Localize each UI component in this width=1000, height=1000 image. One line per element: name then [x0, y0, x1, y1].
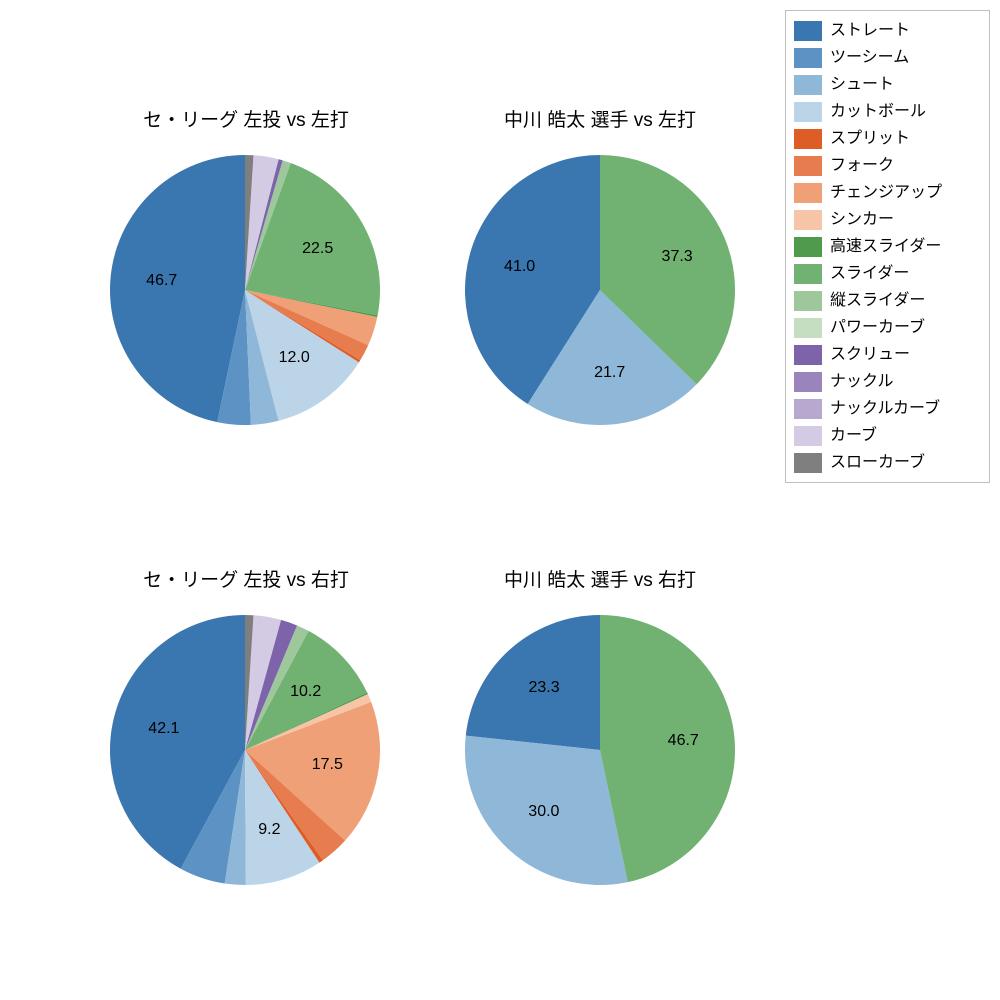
legend-item: スプリット: [794, 125, 981, 152]
legend-swatch: [794, 210, 822, 230]
pie-bottom-left: 42.1 9.2 17.5 10.2: [110, 615, 380, 885]
pie-top-left: 46.7 12.0 22.5: [110, 155, 380, 425]
legend-swatch: [794, 318, 822, 338]
chart-grid: 46.7 12.0 22.5 セ・リーグ 左投 vs 左打 41.0 21.7 37.3 中川…: [0, 0, 1000, 1000]
legend-item: ツーシーム: [794, 44, 981, 71]
legend-item: シンカー: [794, 206, 981, 233]
legend-swatch: [794, 156, 822, 176]
legend-item: 高速スライダー: [794, 233, 981, 260]
legend-label: ストレート: [830, 23, 910, 39]
legend-swatch: [794, 75, 822, 95]
legend-item: チェンジアップ: [794, 179, 981, 206]
legend-swatch: [794, 264, 822, 284]
pie-slice-label: 21.7: [594, 364, 625, 382]
pie-slice-label: 30.0: [528, 803, 559, 821]
legend-swatch: [794, 102, 822, 122]
legend-swatch: [794, 183, 822, 203]
legend-swatch: [794, 21, 822, 41]
legend-swatch: [794, 426, 822, 446]
legend-swatch: [794, 345, 822, 365]
legend-label: カットボール: [830, 104, 926, 120]
pie-slice-label: 23.3: [528, 679, 559, 697]
pie-slice-label: 22.5: [302, 240, 333, 258]
legend-swatch: [794, 129, 822, 149]
legend-item: 縦スライダー: [794, 287, 981, 314]
legend-item: パワーカーブ: [794, 314, 981, 341]
legend-item: スクリュー: [794, 341, 981, 368]
legend-label: カーブ: [830, 428, 877, 444]
pie-bottom-right: 23.3 30.0 46.7: [465, 615, 735, 885]
legend-swatch: [794, 291, 822, 311]
chart-title: 中川 皓太 選手 vs 右打: [450, 565, 750, 592]
legend-label: ナックルカーブ: [830, 401, 940, 417]
legend-label: スライダー: [830, 266, 909, 282]
legend-label: スローカーブ: [830, 455, 925, 471]
legend-swatch: [794, 48, 822, 68]
pie-top-right: 41.0 21.7 37.3: [465, 155, 735, 425]
legend-item: ストレート: [794, 17, 981, 44]
legend-item: ナックルカーブ: [794, 395, 981, 422]
pie-slice-label: 17.5: [312, 756, 343, 774]
chart-title: セ・リーグ 左投 vs 右打: [106, 565, 386, 592]
pie-slice-label: 9.2: [258, 821, 280, 839]
legend-item: カットボール: [794, 98, 981, 125]
legend: ストレートツーシームシュートカットボールスプリットフォークチェンジアップシンカー…: [785, 10, 990, 483]
legend-label: ツーシーム: [830, 50, 909, 66]
legend-label: スクリュー: [830, 347, 910, 363]
legend-item: ナックル: [794, 368, 981, 395]
legend-label: スプリット: [830, 131, 910, 147]
pie-slice-label: 37.3: [662, 248, 693, 266]
legend-label: パワーカーブ: [830, 320, 925, 336]
legend-label: シンカー: [830, 212, 894, 228]
legend-item: スローカーブ: [794, 449, 981, 476]
legend-label: 縦スライダー: [830, 293, 925, 309]
legend-label: フォーク: [830, 158, 894, 174]
pie-svg: [465, 155, 735, 425]
pie-slice-label: 42.1: [148, 720, 179, 738]
pie-slice: [110, 155, 245, 422]
legend-label: チェンジアップ: [830, 185, 942, 201]
pie-slice-label: 10.2: [290, 683, 321, 701]
legend-swatch: [794, 237, 822, 257]
legend-label: ナックル: [830, 374, 894, 390]
pie-slice-label: 46.7: [146, 272, 177, 290]
pie-svg: [110, 615, 380, 885]
legend-item: シュート: [794, 71, 981, 98]
legend-swatch: [794, 399, 822, 419]
legend-item: カーブ: [794, 422, 981, 449]
chart-title: 中川 皓太 選手 vs 左打: [450, 105, 750, 132]
legend-swatch: [794, 372, 822, 392]
chart-title: セ・リーグ 左投 vs 左打: [106, 105, 386, 132]
legend-item: フォーク: [794, 152, 981, 179]
legend-label: シュート: [830, 77, 894, 93]
pie-slice-label: 46.7: [668, 732, 699, 750]
pie-slice-label: 12.0: [279, 349, 310, 367]
legend-swatch: [794, 453, 822, 473]
legend-item: スライダー: [794, 260, 981, 287]
pie-slice-label: 41.0: [504, 258, 535, 276]
legend-label: 高速スライダー: [830, 239, 941, 255]
